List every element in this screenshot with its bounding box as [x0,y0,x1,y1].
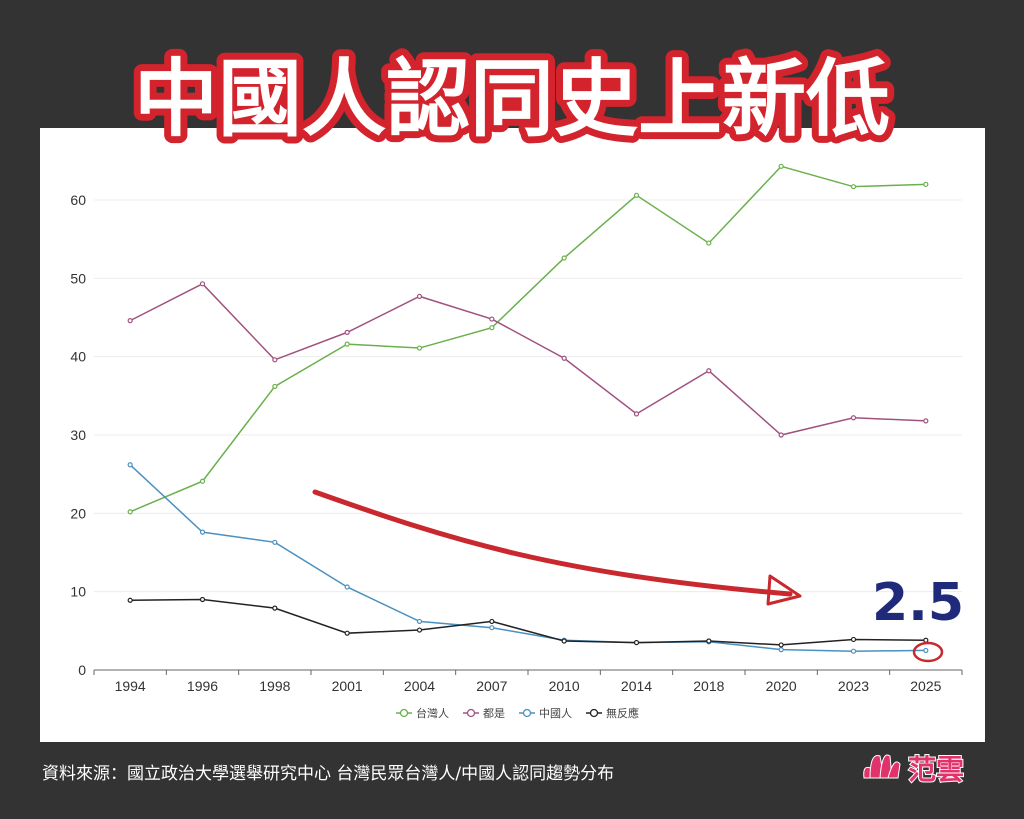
x-tick-label: 2020 [766,678,797,694]
data-point [489,618,495,625]
legend-label: 都是 [483,707,505,720]
data-point [416,345,423,351]
data-point [344,584,350,590]
data-point [416,627,423,633]
data-point [489,325,495,331]
data-point [272,539,278,545]
data-point [272,383,278,390]
data-point [850,648,857,654]
y-tick-label: 60 [70,192,86,208]
headline: 中國人認同史上新低 [134,50,890,148]
data-point [199,281,206,287]
x-tick-label: 2025 [910,678,941,694]
y-axis: 0 10 20 30 40 50 60 [70,192,86,678]
data-point [272,357,278,363]
annotation-arrow-shaft [312,489,793,597]
data-point [561,355,567,361]
x-tick-label: 1994 [115,678,146,694]
y-tick-label: 30 [70,427,86,443]
series-lines [127,163,929,654]
data-point [127,318,133,324]
series-line-2 [129,464,926,652]
data-point [706,638,712,644]
data-point [633,411,640,417]
data-point [199,529,206,535]
data-point [778,642,784,648]
data-point [489,625,495,631]
x-tick-label: 2014 [621,678,652,694]
x-tick-label: 2010 [549,678,580,694]
data-point [778,647,784,653]
data-point [561,638,567,644]
x-tick-label: 2004 [404,678,435,694]
y-tick-label: 0 [78,662,86,678]
series-line-1 [129,282,926,436]
data-point [633,639,640,646]
data-point [272,605,278,611]
data-point [344,329,350,335]
data-point [344,341,350,347]
hand-petals-icon [863,754,901,779]
x-axis: 1994 1996 1998 2001 2004 2007 2010 2014 2018 2020… [93,669,963,694]
data-point [127,509,133,515]
legend-label: 台灣人 [416,706,449,720]
x-tick-label: 1998 [259,678,290,694]
legend-marker [522,708,532,718]
series-line-0 [129,165,926,513]
y-tick-label: 40 [70,349,86,365]
x-tick-label: 2023 [838,678,869,694]
data-point [923,181,929,187]
brand-name: 范雲 [908,753,964,786]
x-tick-label: 2018 [693,678,724,694]
data-point [778,163,784,169]
data-point [199,478,206,484]
data-point [850,184,857,190]
series-line-3 [130,598,926,646]
annotation-value: 2.5 [872,573,964,633]
x-tick-label: 2001 [332,678,363,694]
data-point [850,415,857,421]
data-point [127,462,133,468]
y-tick-label: 50 [70,270,86,286]
data-point [923,418,929,424]
data-point [778,432,784,438]
annotation-arrow-head [766,574,802,606]
y-tick-label: 20 [70,505,86,521]
data-point [489,316,495,322]
data-point [127,597,133,603]
data-point [561,255,567,261]
legend-label: 中國人 [539,707,572,720]
y-tick-label: 10 [70,584,86,600]
data-point [706,368,712,374]
data-point [416,293,423,299]
data-point [706,240,712,246]
x-tick-label: 1996 [187,678,218,694]
data-point [344,630,350,636]
data-point [923,647,929,654]
legend-label: 無反應 [606,706,639,720]
data-point [199,596,206,603]
data-point [850,636,857,643]
x-tick-label: 2007 [476,678,507,694]
legend-marker [399,708,409,718]
data-point [923,637,929,643]
annotation-circle [912,641,944,663]
legend: 台灣人 都是 中國人 無反應 [396,706,639,720]
footer-source: 資料來源：國立政治大學選舉研究中心 台灣民眾台灣人/中國人認同趨勢分布 [42,764,614,784]
data-point [416,618,423,625]
legend-marker [589,708,599,718]
data-point [633,192,640,198]
legend-marker [466,708,476,718]
